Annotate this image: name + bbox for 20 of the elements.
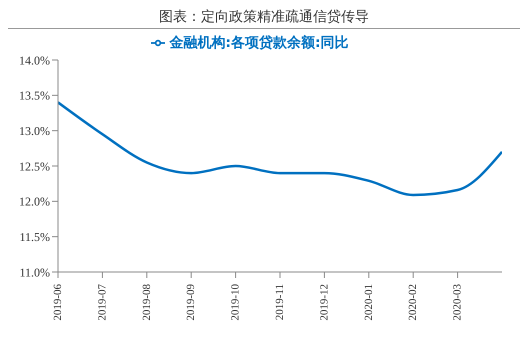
y-tick-label: 12.5% [19, 159, 50, 174]
y-tick-label: 12.0% [19, 194, 50, 209]
y-tick-label: 14.0% [19, 53, 50, 68]
y-tick-label: 13.5% [19, 88, 50, 103]
x-tick-label: 2020-01 [362, 284, 375, 321]
x-tick-label: 2019-10 [230, 284, 242, 321]
x-tick-label: 2019-08 [140, 284, 153, 321]
x-tick-label: 2019-11 [274, 284, 286, 320]
y-tick-label: 11.5% [19, 230, 50, 244]
x-tick-label: 2019-06 [52, 284, 64, 321]
legend-label: 金融机构:各项贷款余额:同比 [169, 35, 349, 51]
x-tick-label: 2020-02 [407, 284, 420, 321]
x-tick-label: 2020-03 [452, 284, 464, 321]
x-tick-label: 2019-09 [185, 284, 198, 321]
y-tick-label: 11.0% [19, 265, 50, 280]
y-tick-label: 13.0% [19, 124, 50, 138]
x-tick-label: 2019-07 [96, 284, 108, 321]
x-tick-label: 2019-12 [318, 284, 330, 321]
chart-title: 图表：定向政策精准疏通信贷传导 [8, 8, 520, 29]
line-series [58, 101, 502, 196]
